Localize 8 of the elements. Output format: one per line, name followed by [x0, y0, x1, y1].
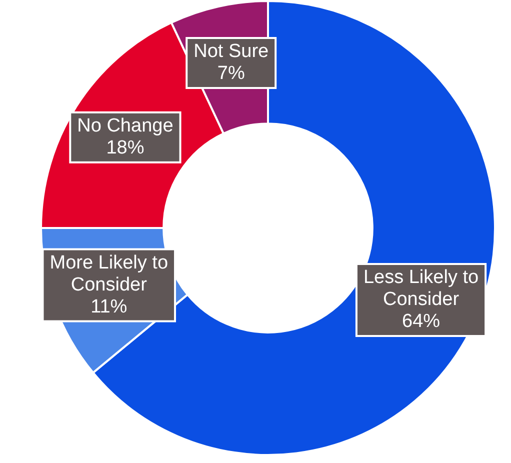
slice-label: More Likely to Consider	[50, 252, 168, 296]
data-label: 18%	[106, 138, 144, 159]
slice-label: No Change	[77, 116, 174, 137]
data-label: 64%	[402, 311, 440, 332]
data-label: 11%	[90, 296, 128, 318]
slice-label: Less Likely to Consider	[363, 267, 479, 310]
data-label: 7%	[217, 63, 245, 84]
slice-label: Not Sure	[194, 41, 269, 62]
